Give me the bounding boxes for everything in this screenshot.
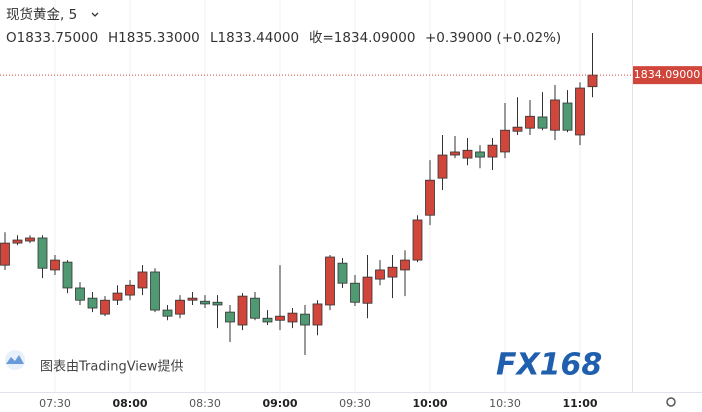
candle-body bbox=[175, 299, 185, 315]
candle-body bbox=[75, 287, 85, 301]
candle-body bbox=[12, 239, 23, 244]
candle-body bbox=[250, 297, 260, 319]
candle-body bbox=[537, 116, 548, 129]
candle-body bbox=[462, 149, 473, 159]
candle-body bbox=[150, 271, 160, 311]
candle-body bbox=[37, 237, 48, 269]
candle-body bbox=[100, 299, 110, 315]
candle-body bbox=[162, 309, 173, 317]
candle-body bbox=[400, 259, 410, 271]
candle-body bbox=[362, 276, 373, 304]
candle-body bbox=[237, 295, 248, 326]
candle-body bbox=[50, 259, 60, 271]
candle-body bbox=[300, 313, 310, 326]
candle-body bbox=[450, 151, 460, 156]
candle-body bbox=[112, 292, 123, 301]
x-tick-label: 11:00 bbox=[562, 397, 597, 410]
ohlc-high: H1835.33000 bbox=[108, 30, 200, 46]
settings-icon[interactable] bbox=[666, 397, 676, 407]
candle-body bbox=[562, 102, 573, 131]
candle-body bbox=[287, 312, 298, 323]
x-tick-label: 09:00 bbox=[262, 397, 297, 410]
candle-body bbox=[262, 317, 273, 323]
candle-body bbox=[500, 129, 510, 153]
candle-body bbox=[337, 262, 348, 284]
logo: FX168 bbox=[496, 348, 602, 383]
watermark: 图表由TradingView提供 bbox=[40, 359, 184, 375]
candle-body bbox=[225, 311, 235, 323]
candle-body bbox=[87, 297, 98, 309]
candle-body bbox=[275, 315, 285, 321]
candle-body bbox=[125, 284, 135, 296]
x-tick-label: 09:30 bbox=[339, 397, 371, 410]
grid bbox=[54, 0, 581, 392]
candle-body bbox=[200, 300, 210, 305]
candle-body bbox=[425, 179, 435, 216]
ohlc-low: L1833.44000 bbox=[210, 30, 299, 46]
ohlc-close: 收=1834.09000 bbox=[309, 30, 415, 46]
candle-body bbox=[487, 144, 498, 158]
candle-body bbox=[375, 269, 385, 280]
candle-body bbox=[550, 99, 560, 131]
tradingview-icon bbox=[5, 350, 25, 370]
dropdown-icon[interactable] bbox=[91, 12, 99, 17]
x-tick-label: 10:30 bbox=[489, 397, 521, 410]
candle-body bbox=[512, 126, 523, 132]
x-tick-label: 08:30 bbox=[189, 397, 221, 410]
x-tick-label: 07:30 bbox=[39, 397, 71, 410]
candle-body bbox=[325, 256, 335, 306]
candle-body bbox=[187, 297, 198, 301]
symbol-title: 现货黄金, 5 bbox=[6, 6, 77, 23]
ohlc-open: O1833.75000 bbox=[6, 30, 98, 46]
candle-body bbox=[62, 261, 73, 289]
x-tick-label: 10:00 bbox=[412, 397, 447, 410]
candle-body bbox=[137, 271, 148, 289]
candle-body bbox=[475, 151, 485, 158]
candle-body bbox=[212, 301, 223, 306]
x-tick-label: 08:00 bbox=[112, 397, 147, 410]
candle-body bbox=[587, 74, 598, 88]
candle-body bbox=[312, 303, 323, 326]
candle-body bbox=[575, 87, 585, 136]
last-price-box bbox=[633, 66, 702, 85]
candle-body bbox=[437, 154, 448, 179]
candle-body bbox=[25, 237, 35, 242]
candle-body bbox=[387, 266, 398, 278]
last-price-label: 1834.09000 bbox=[634, 68, 700, 81]
candle-body bbox=[525, 115, 535, 129]
candle-body bbox=[412, 219, 423, 261]
candle-body bbox=[0, 242, 10, 266]
ohlc-change: +0.39000 (+0.02%) bbox=[425, 30, 561, 46]
candle-body bbox=[350, 282, 360, 303]
